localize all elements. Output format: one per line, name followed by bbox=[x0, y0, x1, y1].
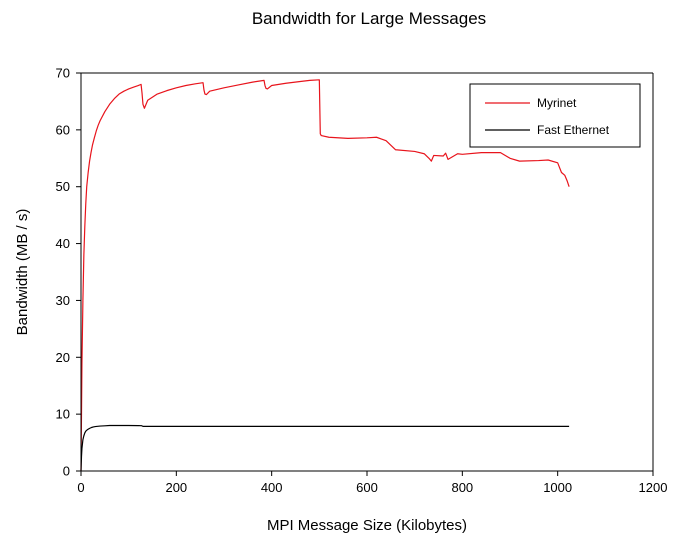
legend-box bbox=[469, 83, 641, 148]
y-tick-label: 60 bbox=[56, 122, 70, 137]
x-axis-label: MPI Message Size (Kilobytes) bbox=[267, 517, 467, 534]
x-tick-label: 200 bbox=[165, 480, 187, 495]
y-tick-label: 10 bbox=[56, 407, 70, 422]
plot-frame bbox=[80, 72, 654, 472]
legend-label-fast-ethernet: Fast Ethernet bbox=[537, 123, 610, 137]
series-line-fast-ethernet bbox=[80, 424, 570, 472]
y-tick-label: 0 bbox=[63, 464, 70, 479]
y-tick-label: 20 bbox=[56, 350, 70, 365]
series-layer bbox=[80, 79, 570, 472]
series-line-myrinet bbox=[80, 79, 570, 472]
chart-title: Bandwidth for Large Messages bbox=[252, 9, 486, 28]
legend-label-myrinet: Myrinet bbox=[537, 96, 577, 110]
x-tick-label: 800 bbox=[451, 480, 473, 495]
y-axis-label: Bandwidth (MB / s) bbox=[14, 209, 31, 336]
x-tick-label: 400 bbox=[261, 480, 283, 495]
ticks-layer: 0 200 400 600 800 1000 1200 0 10 20 30 40 50 60 70 bbox=[56, 66, 668, 496]
y-tick-label: 50 bbox=[56, 179, 70, 194]
y-tick-label: 30 bbox=[56, 293, 70, 308]
x-tick-label: 0 bbox=[77, 480, 84, 495]
y-tick-label: 70 bbox=[56, 66, 70, 81]
y-tick-label: 40 bbox=[56, 236, 70, 251]
x-tick-label: 600 bbox=[356, 480, 378, 495]
x-tick-label: 1200 bbox=[639, 480, 668, 495]
legend: Myrinet Fast Ethernet bbox=[469, 83, 641, 148]
x-tick-label: 1000 bbox=[543, 480, 572, 495]
